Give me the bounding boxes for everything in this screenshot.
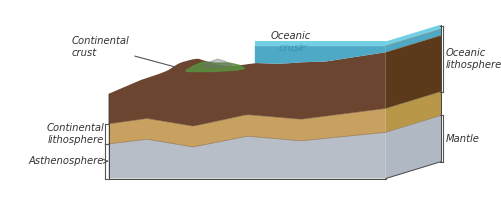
Polygon shape: [386, 92, 441, 132]
Text: Continental
crust: Continental crust: [72, 36, 175, 67]
Polygon shape: [109, 132, 386, 179]
Polygon shape: [386, 24, 441, 46]
Text: Oceanic
crust: Oceanic crust: [271, 31, 311, 53]
Polygon shape: [255, 46, 386, 64]
Polygon shape: [109, 52, 386, 126]
Polygon shape: [386, 35, 441, 108]
Text: Continental
lithosphere: Continental lithosphere: [46, 123, 104, 145]
Text: Asthenosphere: Asthenosphere: [29, 156, 107, 166]
Polygon shape: [386, 115, 441, 179]
Polygon shape: [255, 42, 386, 46]
Polygon shape: [201, 59, 232, 68]
Polygon shape: [185, 62, 245, 72]
Polygon shape: [109, 108, 386, 147]
Text: Oceanic
lithosphere: Oceanic lithosphere: [446, 48, 501, 70]
Text: Mantle: Mantle: [446, 134, 479, 143]
Polygon shape: [386, 29, 441, 52]
